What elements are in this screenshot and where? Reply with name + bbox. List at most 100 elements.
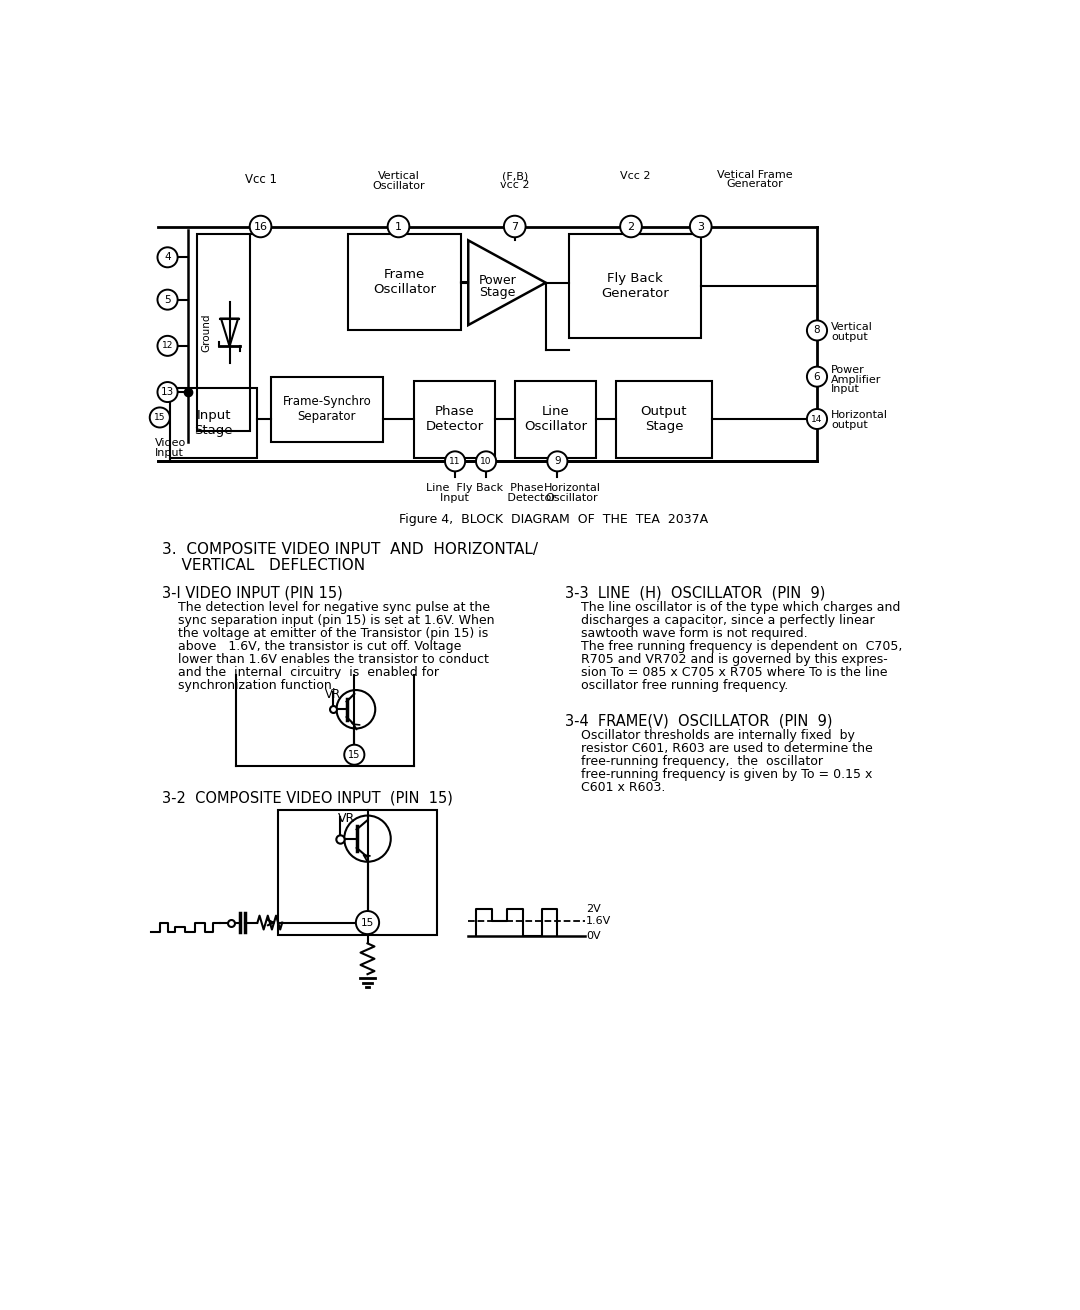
Text: 14: 14 [811,414,823,423]
Bar [170,388,257,457]
Text: The detection level for negative sync pulse at the: The detection level for negative sync pu… [162,601,490,613]
Text: Vertical: Vertical [378,172,419,181]
Text: 16: 16 [254,221,268,232]
Circle shape [249,216,271,237]
Text: Oscillator: Oscillator [373,181,424,191]
Text: Figure 4,  BLOCK  DIAGRAM  OF  THE  TEA  2037A: Figure 4, BLOCK DIAGRAM OF THE TEA 2037A [399,514,708,525]
Text: Line
Oscillator: Line Oscillator [524,405,586,434]
Text: 3-3  LINE  (H)  OSCILLATOR  (PIN  9): 3-3 LINE (H) OSCILLATOR (PIN 9) [565,586,825,600]
Bar [515,380,596,457]
Text: 3: 3 [698,221,704,232]
Text: (F,B): (F,B) [501,172,528,181]
Text: Frame
Oscillator: Frame Oscillator [373,269,436,296]
Circle shape [158,383,177,402]
Text: Amplifier: Amplifier [831,375,881,385]
Circle shape [807,321,827,341]
Text: 8: 8 [813,325,821,335]
Text: VR: VR [325,688,341,701]
Text: synchronization function.: synchronization function. [162,680,336,692]
Circle shape [807,409,827,428]
Circle shape [445,452,465,472]
Text: VERTICAL   DEFLECTION: VERTICAL DEFLECTION [162,558,365,572]
Text: VR: VR [338,812,355,825]
Text: Oscillator: Oscillator [545,493,598,503]
Text: Ground: Ground [201,313,212,351]
Bar [616,380,713,457]
Text: 6: 6 [813,372,821,381]
Text: Generator: Generator [727,178,783,189]
Text: 3-I VIDEO INPUT (PIN 15): 3-I VIDEO INPUT (PIN 15) [162,586,342,600]
Circle shape [807,367,827,386]
Circle shape [158,335,177,356]
Text: 1.6V: 1.6V [586,916,611,926]
Text: and the  internal  circuitry  is  enabled for: and the internal circuitry is enabled fo… [162,667,440,679]
Text: free-running frequency,  the  oscillator: free-running frequency, the oscillator [565,755,823,768]
Text: Power: Power [831,365,865,376]
Text: 5: 5 [164,295,171,305]
Text: 15: 15 [154,413,165,422]
Text: 13: 13 [161,386,174,397]
Bar [414,380,496,457]
Text: output: output [831,331,867,342]
Text: Input: Input [156,448,184,458]
Text: above   1.6V, the transistor is cut off. Voltage: above 1.6V, the transistor is cut off. V… [162,641,461,652]
Text: lower than 1.6V enables the transistor to conduct: lower than 1.6V enables the transistor t… [162,654,489,665]
Text: Vcc 2: Vcc 2 [620,172,650,181]
Text: Line  Fly Back  Phase: Line Fly Back Phase [426,483,543,493]
Bar [279,810,437,935]
Circle shape [356,910,379,934]
Text: Vertical: Vertical [831,321,873,331]
Text: 11: 11 [449,457,461,466]
Text: 7: 7 [511,221,518,232]
Text: sion To = 085 x C705 x R705 where To is the line: sion To = 085 x C705 x R705 where To is … [565,667,888,679]
Circle shape [345,744,364,765]
Text: 3-4  FRAME(V)  OSCILLATOR  (PIN  9): 3-4 FRAME(V) OSCILLATOR (PIN 9) [565,713,833,728]
Text: 12: 12 [162,342,173,350]
Text: Output
Stage: Output Stage [640,405,687,434]
Circle shape [158,248,177,267]
Text: Video: Video [156,439,187,448]
Text: 2V: 2V [586,904,600,913]
Text: vcc 2: vcc 2 [500,181,529,190]
Text: Vcc 1: Vcc 1 [244,173,276,186]
Bar [569,234,701,338]
Circle shape [504,216,526,237]
Text: output: output [831,421,867,430]
Text: Input
Stage: Input Stage [194,409,233,436]
Circle shape [476,452,496,472]
Text: Fly Back
Generator: Fly Back Generator [600,272,669,300]
Circle shape [150,407,170,427]
Circle shape [388,216,409,237]
Text: 9: 9 [554,456,561,466]
Text: Frame-Synchro
Separator: Frame-Synchro Separator [283,396,372,423]
Text: 3.  COMPOSITE VIDEO INPUT  AND  HORIZONTAL/: 3. COMPOSITE VIDEO INPUT AND HORIZONTAL/ [162,542,538,557]
Text: C601 x R603.: C601 x R603. [565,781,665,794]
Text: oscillator free running frequency.: oscillator free running frequency. [565,680,788,692]
Text: resistor C601, R603 are used to determine the: resistor C601, R603 are used to determin… [565,741,873,755]
Bar [271,377,383,441]
Text: Input           Detector: Input Detector [440,493,555,503]
Text: 15: 15 [361,917,374,927]
Bar [348,234,460,330]
Text: 15: 15 [348,749,361,760]
Text: Power: Power [478,274,516,287]
Text: 3-2  COMPOSITE VIDEO INPUT  (PIN  15): 3-2 COMPOSITE VIDEO INPUT (PIN 15) [162,790,453,806]
Text: Horizontal: Horizontal [831,410,888,421]
Text: 2: 2 [627,221,635,232]
Text: The free running frequency is dependent on  C705,: The free running frequency is dependent … [565,641,903,652]
Bar [197,234,249,431]
Circle shape [158,290,177,309]
Text: R705 and VR702 and is governed by this expres-: R705 and VR702 and is governed by this e… [565,654,888,665]
Text: sawtooth wave form is not required.: sawtooth wave form is not required. [565,627,808,639]
Text: sync separation input (pin 15) is set at 1.6V. When: sync separation input (pin 15) is set at… [162,614,495,626]
Text: 1: 1 [395,221,402,232]
Text: the voltage at emitter of the Transistor (pin 15) is: the voltage at emitter of the Transistor… [162,627,488,639]
Circle shape [620,216,642,237]
Text: Oscillator thresholds are internally fixed  by: Oscillator thresholds are internally fix… [565,728,855,741]
Text: Vetical Frame: Vetical Frame [717,169,793,179]
Text: Input: Input [831,384,860,394]
Text: Phase
Detector: Phase Detector [426,405,484,434]
Text: 0V: 0V [586,931,600,942]
Circle shape [690,216,712,237]
Text: Horizontal: Horizontal [544,483,602,493]
